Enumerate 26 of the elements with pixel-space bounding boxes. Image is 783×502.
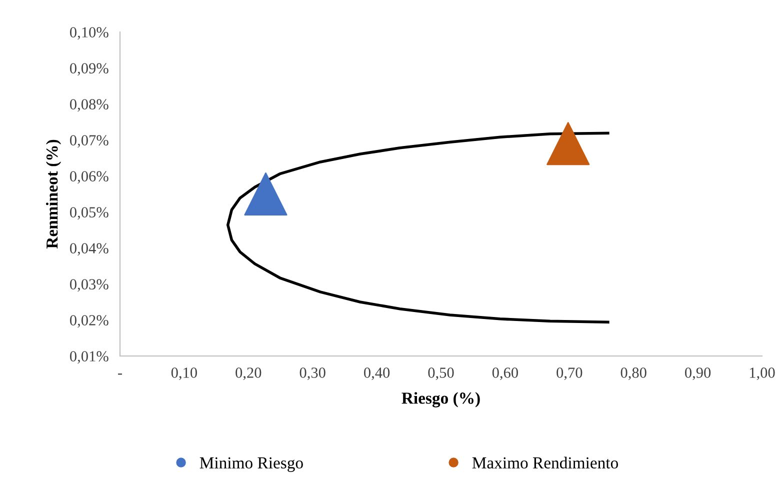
x-tick-label: 1,00 [750, 368, 775, 380]
x-tick-label: - [118, 374, 122, 375]
x-tick-label: 0,90 [685, 368, 711, 380]
y-axis-title: Renmineot (%) [46, 140, 62, 249]
y-tick-label: 0,06% [70, 171, 108, 184]
x-tick-label: 0,30 [300, 368, 326, 380]
y-tick-label: 0,10% [70, 27, 108, 40]
x-tick-label: 0,70 [556, 368, 582, 380]
y-tick-label: 0,01% [70, 351, 108, 364]
y-tick-label: 0,08% [70, 99, 108, 112]
x-tick-label: 0,40 [364, 368, 390, 380]
x-tick-label: 0,20 [236, 368, 262, 380]
line-series [226, 132, 610, 324]
y-tick-label: 0,05% [70, 207, 108, 220]
y-tick-label: 0,09% [70, 63, 108, 76]
legend-label: Minimo Riesgo [200, 457, 303, 472]
x-axis-title: Riesgo (%) [402, 392, 480, 408]
x-tick-label: 0,50 [428, 368, 454, 380]
legend-label: Maximo Rendimiento [472, 456, 618, 469]
y-tick-label: 0,03% [70, 279, 108, 292]
x-tick-label: 0,80 [620, 368, 646, 380]
x-tick-label: 0,10 [171, 368, 197, 380]
y-tick-label: 0,07% [70, 135, 108, 148]
y-tick-label: 0,02% [70, 315, 108, 328]
y-tick-label: 0,04% [70, 243, 108, 256]
x-tick-label: 0,60 [492, 368, 518, 380]
